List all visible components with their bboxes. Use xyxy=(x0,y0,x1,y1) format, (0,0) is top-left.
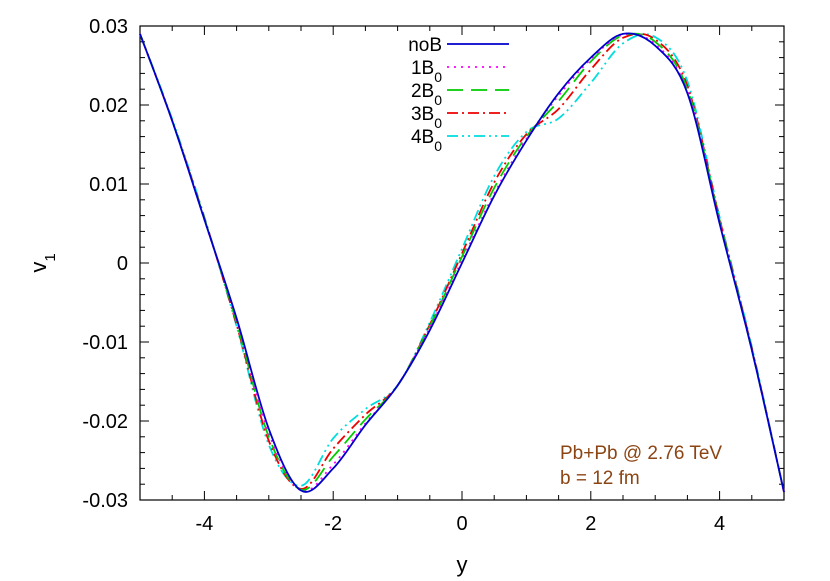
y-tick-label: 0.02 xyxy=(89,95,128,117)
annotation-line-2: b = 12 fm xyxy=(560,468,640,489)
legend-label: noB xyxy=(408,35,442,56)
series-lines xyxy=(139,32,785,493)
y-tick-label: -0.02 xyxy=(82,411,128,433)
x-tick-label: 4 xyxy=(714,513,725,535)
x-tick-label: 2 xyxy=(585,513,596,535)
legend-label: 4B0 xyxy=(411,127,442,154)
legend-label: 2B0 xyxy=(411,81,442,108)
x-tick-label: -2 xyxy=(324,513,342,535)
y-tick-label: 0 xyxy=(117,253,128,275)
legend-label: 3B0 xyxy=(411,104,442,131)
axis-ticks xyxy=(139,25,785,501)
y-tick-label: -0.01 xyxy=(82,332,128,354)
y-tick-label: -0.03 xyxy=(82,490,128,512)
y-tick-label: 0.01 xyxy=(89,174,128,196)
y-axis-label: v1 xyxy=(26,253,59,272)
x-axis-label: y xyxy=(457,552,468,577)
y-axis-label-sub: 1 xyxy=(42,253,59,261)
x-tick-label: -4 xyxy=(196,513,214,535)
axis-tick-labels: -4 -2 0 2 4 -0.03 -0.02 -0.01 0 0.01 0.02 0.03 xyxy=(82,16,725,535)
series-line-nob xyxy=(139,32,785,493)
x-tick-label: 0 xyxy=(456,513,467,535)
legend-label: 1B0 xyxy=(411,58,442,85)
y-axis-label-main: v xyxy=(26,262,51,273)
series-line-4b0 xyxy=(139,33,785,493)
y-tick-label: 0.03 xyxy=(89,16,128,38)
annotation-line-1: Pb+Pb @ 2.76 TeV xyxy=(560,443,722,464)
